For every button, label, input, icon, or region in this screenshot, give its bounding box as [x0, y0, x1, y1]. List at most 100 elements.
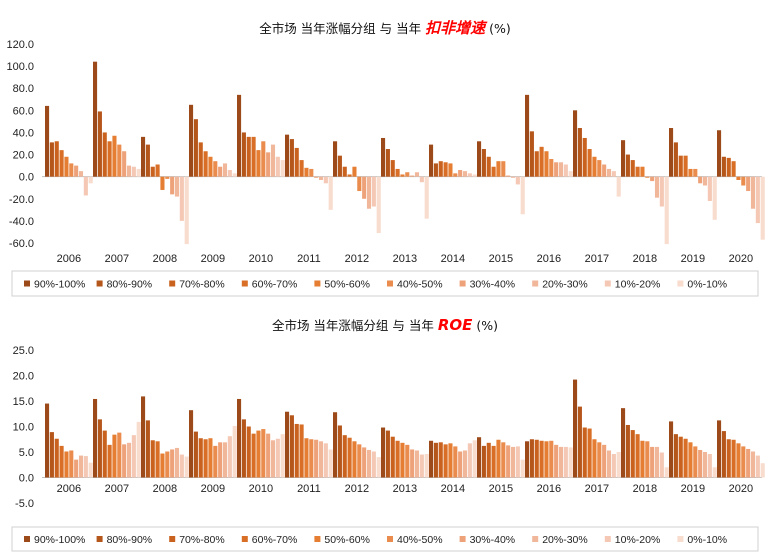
bar-2014-1 — [433, 442, 438, 478]
x-tick-label: 2006 — [57, 483, 81, 495]
bar-2010-9 — [280, 434, 285, 478]
bar-2008-2 — [150, 440, 155, 478]
bar-2014-4 — [448, 443, 453, 478]
bar-2015-1 — [481, 149, 486, 177]
bar-2018-1 — [625, 424, 630, 478]
bar-2016-0 — [525, 94, 530, 177]
bar-2019-1 — [673, 142, 678, 177]
bar-2009-1 — [193, 119, 198, 177]
bar-2007-1 — [97, 419, 102, 478]
x-tick-label: 2010 — [249, 253, 273, 265]
legend-label: 90%-100% — [34, 534, 85, 546]
bar-2008-8 — [179, 454, 184, 478]
bar-2020-6 — [746, 448, 751, 478]
bar-2007-4 — [112, 434, 117, 478]
bar-2020-4 — [736, 176, 741, 180]
bar-2013-5 — [405, 444, 410, 478]
bar-2019-3 — [683, 438, 688, 478]
bar-2007-9 — [136, 421, 141, 478]
bar-2016-4 — [544, 151, 549, 177]
bar-2013-8 — [419, 176, 424, 183]
y-tick-label: 25.0 — [13, 345, 34, 357]
bar-2009-8 — [227, 436, 232, 478]
bar-2011-8 — [323, 443, 328, 478]
bar-2009-0 — [189, 410, 194, 478]
bar-2010-9 — [280, 160, 285, 177]
legend-box — [11, 526, 759, 552]
bar-2008-0 — [141, 396, 146, 478]
bar-2006-9 — [88, 176, 93, 184]
bar-2015-3 — [491, 166, 496, 177]
bar-2011-2 — [294, 147, 299, 177]
bar-2007-9 — [136, 168, 141, 177]
bar-2007-7 — [126, 442, 132, 478]
legend-label: 20%-30% — [542, 279, 588, 291]
bar-2006-4 — [64, 156, 69, 177]
bar-2007-7 — [126, 165, 132, 177]
bar-2015-8 — [515, 446, 520, 478]
bar-2013-3 — [395, 440, 400, 478]
bar-2018-8 — [659, 452, 664, 478]
bar-2008-6 — [170, 449, 175, 478]
legend-label: 80%-90% — [107, 534, 153, 546]
bar-2009-4 — [208, 438, 213, 478]
bar-2015-8 — [515, 176, 520, 185]
legend-swatch — [459, 280, 466, 287]
bar-2006-5 — [69, 450, 74, 478]
x-tick-label: 2009 — [201, 483, 225, 495]
bar-2015-0 — [477, 141, 482, 177]
bar-2017-2 — [582, 137, 587, 177]
x-tick-label: 2020 — [729, 483, 753, 495]
bar-2007-5 — [117, 144, 122, 177]
bar-2013-0 — [381, 137, 386, 177]
legend-label: 60%-70% — [252, 534, 298, 546]
legend-swatch — [96, 280, 103, 287]
bar-2009-3 — [203, 439, 208, 478]
bar-2006-4 — [64, 451, 69, 478]
bar-2018-3 — [635, 434, 640, 478]
bar-2019-3 — [683, 155, 688, 177]
bar-2007-0 — [93, 61, 98, 177]
bar-2014-8 — [467, 173, 472, 177]
bar-2019-8 — [707, 176, 712, 201]
chart-title-highlight: 扣非增速 — [425, 19, 488, 37]
bar-2017-4 — [592, 439, 597, 478]
bar-2009-4 — [208, 156, 213, 177]
bar-2006-5 — [69, 163, 74, 177]
bar-2007-6 — [122, 444, 127, 478]
bar-2017-8 — [611, 454, 616, 478]
bar-2020-2 — [726, 157, 731, 177]
x-tick-label: 2014 — [441, 253, 465, 265]
bar-2016-3 — [539, 146, 544, 177]
chart-title-prefix: 全市场 当年涨幅分组 与 当年 — [272, 318, 434, 333]
x-tick-label: 2019 — [681, 483, 705, 495]
legend-swatch — [459, 536, 466, 542]
chart-title-1: 全市场 当年涨幅分组 与 当年 扣非增速 (%) — [259, 19, 511, 37]
bar-2013-3 — [395, 168, 400, 177]
bar-2013-1 — [385, 149, 390, 177]
bar-2017-7 — [606, 450, 612, 478]
x-tick-label: 2011 — [297, 483, 321, 495]
legend-label: 20%-30% — [542, 534, 588, 546]
bar-2019-5 — [693, 446, 698, 478]
bar-2006-0 — [45, 105, 50, 177]
x-tick-label: 2017 — [585, 253, 609, 265]
legend-label: 30%-40% — [470, 534, 516, 546]
bar-2009-5 — [213, 445, 218, 478]
x-tick-label: 2008 — [153, 253, 177, 265]
bar-2011-8 — [323, 176, 328, 184]
bar-2010-2 — [246, 426, 251, 478]
bar-2009-0 — [189, 104, 194, 177]
bar-2011-5 — [309, 439, 314, 478]
bar-2011-6 — [314, 439, 319, 478]
bar-2018-2 — [630, 160, 635, 177]
legend-swatch — [24, 536, 30, 542]
y-tick-label: 20.0 — [13, 371, 34, 383]
bar-2008-3 — [155, 441, 160, 478]
bar-2014-0 — [429, 144, 434, 177]
bar-2020-7 — [750, 176, 756, 209]
bar-2008-8 — [179, 176, 184, 221]
x-tick-label: 2007 — [105, 253, 129, 265]
bar-2016-6 — [554, 162, 559, 177]
